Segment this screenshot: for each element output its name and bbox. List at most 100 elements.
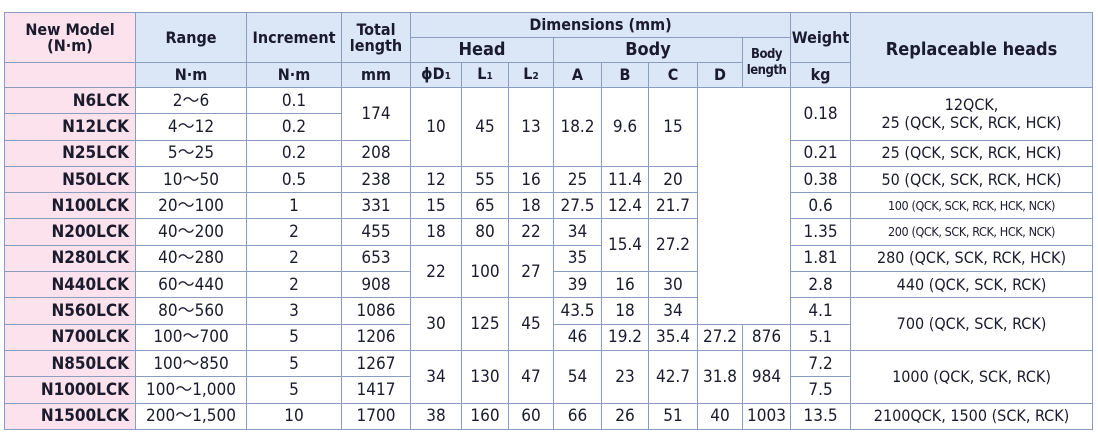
value-cell: 60～440	[135, 271, 247, 299]
model-cell: N100LCK	[4, 192, 136, 220]
value-cell: 26	[601, 402, 649, 430]
model-cell: N6LCK	[4, 86, 136, 115]
table-row: N100LCK 20～100 1 331 15 65 18 27.5 12.4 21.7 0.6 10…	[4, 192, 1094, 220]
value-cell: 31.8	[697, 349, 743, 404]
model-cell: N700LCK	[4, 323, 136, 351]
value-cell: 15	[648, 87, 698, 167]
value-cell: 1206	[341, 323, 411, 351]
value-cell: 27.5	[553, 192, 602, 220]
value-cell: 1003	[741, 402, 792, 430]
value-cell: 100～1,000	[135, 376, 247, 404]
value-cell: 30	[648, 271, 698, 299]
heads-cell: 280 (QCK, SCK, RCK, HCK)	[850, 244, 1094, 273]
value-cell: 22	[508, 218, 554, 246]
heads-cell: 200 (QCK, SCK, RCK, HCK, NCK)	[850, 218, 1094, 246]
model-cell: N12LCK	[4, 113, 136, 141]
table-row: N25LCK 5～25 0.2 208 0.21 25 (QCK, SCK, RCK, H…	[4, 139, 1094, 167]
value-cell: 160	[461, 402, 509, 430]
unit-cell: L2	[508, 62, 554, 88]
value-cell: 16	[508, 165, 554, 194]
table-row: N850LCK 100～850 5 1267 34 130 47 54 23 42.7 31.8 98…	[4, 349, 1094, 404]
table-row: N440LCK 60～440 2 908 39 16 30 2.8 440 (QCK, SCK,…	[4, 271, 1094, 299]
value-cell: 21.7	[648, 192, 698, 220]
value-cell: 5	[246, 376, 342, 404]
value-cell: 100～850	[135, 349, 247, 378]
value-cell: 45	[461, 87, 509, 167]
value-cell: 38	[410, 402, 462, 430]
blank-cell	[696, 87, 792, 325]
unit-cell: ϕD1	[410, 62, 462, 88]
unit-cell: kg	[790, 62, 852, 88]
value-cell: 34	[648, 297, 698, 325]
unit-cell: C	[648, 62, 698, 88]
unit-sub: 1	[486, 70, 493, 82]
value-cell: 66	[553, 402, 602, 430]
value-cell: 200～1,500	[135, 402, 247, 430]
value-cell: 0.6	[790, 192, 852, 220]
heads-cell: 2100QCK, 1500 (SCK, RCK)	[850, 402, 1094, 430]
value-cell: 7.5	[790, 376, 852, 404]
value-cell: 7.2	[790, 349, 852, 378]
table-row: N50LCK 10～50 0.5 238 12 55 16 25 11.4 20 0.38 50 (Q…	[4, 165, 1094, 194]
value-cell: 43.5	[553, 297, 602, 325]
value-cell: 1267	[341, 349, 411, 378]
value-cell: 1086	[341, 297, 411, 325]
model-cell: N1000LCK	[4, 376, 136, 404]
value-cell: 455	[341, 218, 411, 246]
header-cell: Increment	[246, 12, 342, 63]
table-row: N200LCK 40～200 2 455 18 80 22 34 15.4 27.2 1.35 200…	[4, 218, 1094, 273]
table-body: N6LCK 2～6 0.1 174 10 45 13 18.2 9.6 15 0.18 12QCK, …	[4, 86, 1094, 430]
value-cell: 13.5	[790, 402, 852, 430]
value-cell: 23	[601, 349, 649, 404]
model-cell: N440LCK	[4, 271, 136, 299]
table-row: N1500LCK 200～1,500 10 1700 38 160 60 66 26 51 40 10…	[4, 402, 1094, 430]
heads-cell: 50 (QCK, SCK, RCK, HCK)	[850, 165, 1094, 194]
value-cell: 0.18	[790, 87, 852, 141]
value-cell: 0.1	[246, 86, 342, 115]
header-cell	[4, 62, 136, 88]
value-cell: 42.7	[648, 349, 698, 404]
heads-cell: 700 (QCK, SCK, RCK)	[850, 297, 1094, 351]
model-cell: N280LCK	[4, 244, 136, 273]
value-cell: 25	[553, 165, 602, 194]
model-cell: N200LCK	[4, 218, 136, 246]
header-cell: Total length	[341, 12, 411, 63]
value-cell: 10	[410, 87, 462, 167]
value-cell: 22	[410, 244, 462, 299]
header-cell: Range	[135, 12, 247, 63]
header-cell: Replaceable heads	[850, 12, 1094, 88]
value-cell: 51	[648, 402, 698, 430]
value-cell: 54	[553, 349, 602, 404]
value-cell: 47	[508, 349, 554, 404]
value-cell: 34	[553, 218, 602, 246]
header-cell: Dimensions (mm)	[409, 12, 792, 38]
value-cell: 1.35	[790, 218, 852, 246]
header-cell: Body length	[741, 37, 792, 88]
value-cell: 5～25	[135, 139, 247, 167]
value-cell: 80	[461, 218, 509, 246]
value-cell: 60	[508, 402, 554, 430]
heads-cell: 12QCK, 25 (QCK, SCK, RCK, HCK)	[850, 87, 1094, 141]
value-cell: 1417	[341, 376, 411, 404]
model-cell: N850LCK	[4, 349, 136, 378]
value-cell: 174	[341, 87, 411, 141]
value-cell: 20	[648, 165, 698, 194]
unit-text: L	[477, 63, 487, 83]
value-cell: 0.2	[246, 139, 342, 167]
value-cell: 130	[461, 349, 509, 404]
unit-cell: D	[697, 62, 743, 88]
value-cell: 984	[741, 349, 792, 404]
heads-cell: 1000 (QCK, SCK, RCK)	[850, 349, 1094, 404]
unit-text: L	[523, 63, 533, 83]
value-cell: 0.21	[790, 139, 852, 167]
value-cell: 40～280	[135, 244, 247, 273]
value-cell: 0.38	[790, 165, 852, 194]
unit-text: ϕD	[421, 63, 445, 83]
value-cell: 3	[246, 297, 342, 325]
value-cell: 18	[601, 297, 649, 325]
table-row: N1000LCK 100～1,000 5 1417 7.5	[4, 376, 1093, 404]
value-cell: 1.81	[790, 244, 852, 273]
value-cell: 2～6	[135, 86, 247, 115]
value-cell: 2	[246, 218, 342, 246]
